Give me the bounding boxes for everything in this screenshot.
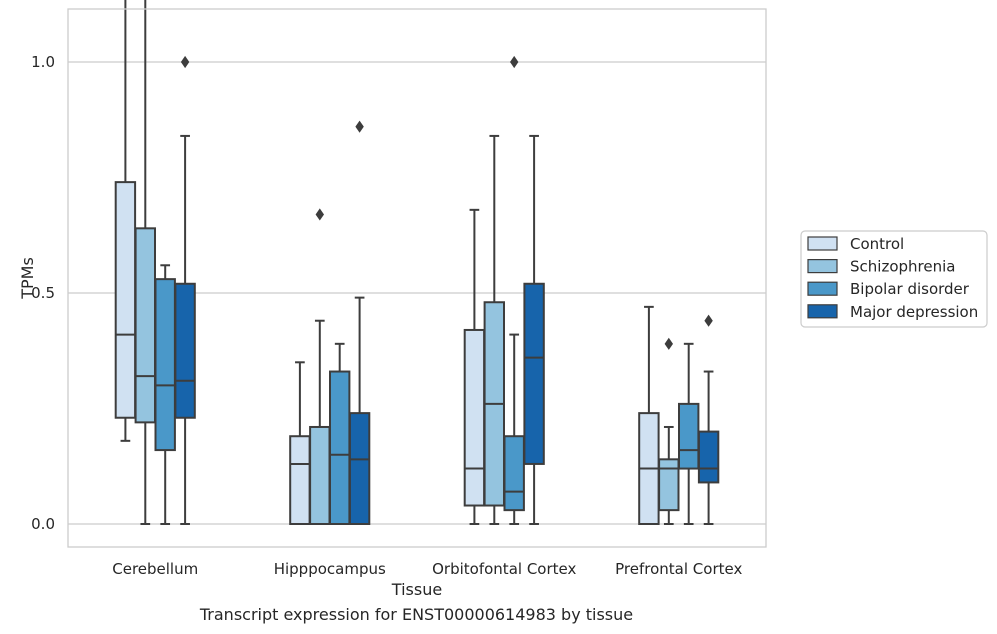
box-body [289, 435, 311, 525]
chart-caption: Transcript expression for ENST0000061498… [199, 605, 634, 624]
legend-swatch [807, 259, 838, 274]
plot-frame [67, 8, 767, 548]
legend-label: Major depression [850, 303, 978, 321]
outlier-point [704, 314, 713, 327]
legend-swatch [807, 304, 838, 319]
legend-item: Bipolar disorder [807, 280, 970, 298]
x-tick-label: Cerebellum [112, 560, 198, 578]
y-tick-label: 0.0 [31, 515, 55, 533]
box-body [463, 328, 486, 507]
y-axis-label: TPMs [18, 257, 37, 300]
box-1-2 [329, 342, 351, 526]
x-tick-label: Hipppocampus [274, 560, 386, 578]
x-tick-label: Prefrontal Cortex [615, 560, 742, 578]
legend-label: Control [850, 235, 904, 253]
box-1-3 [348, 120, 371, 525]
box-1-1 [309, 208, 331, 526]
box-3-3 [697, 314, 720, 525]
box-0-1 [134, 0, 157, 525]
box-body [658, 458, 680, 512]
box-2-2 [503, 55, 525, 525]
box-body [309, 425, 331, 526]
legend-label: Schizophrenia [850, 258, 955, 276]
y-tick-label: 0.5 [31, 284, 55, 302]
box-body [134, 227, 157, 424]
box-0-2 [154, 264, 176, 525]
x-tick-label: Orbitofontal Cortex [432, 560, 576, 578]
legend-item: Schizophrenia [807, 258, 955, 276]
y-tick-label: 1.0 [31, 53, 55, 71]
box-2-0 [463, 208, 486, 525]
box-body [348, 412, 371, 525]
legend-frame [800, 230, 988, 328]
plot-border [67, 8, 767, 548]
tick-labels: 0.00.51.01.52.0CerebellumHipppocampusOrb… [31, 53, 742, 578]
box-0-0 [114, 0, 137, 442]
box-body [523, 282, 545, 465]
box-body [154, 278, 176, 452]
box-body [678, 402, 700, 470]
box-body [174, 282, 196, 419]
outlier-point [180, 55, 190, 69]
legend-label: Bipolar disorder [850, 280, 970, 298]
x-axis-label: Tissue [391, 580, 442, 599]
legend-swatch [807, 281, 838, 296]
box-body [329, 370, 351, 526]
outlier-point [664, 337, 674, 350]
box-1-0 [289, 361, 311, 525]
box-groups [114, 0, 720, 526]
legend-item: Major depression [807, 303, 978, 321]
box-2-1 [483, 134, 506, 525]
legend-swatch [807, 236, 838, 251]
box-3-0 [638, 305, 660, 525]
box-body [503, 435, 525, 512]
box-2-3 [523, 134, 545, 525]
legend-item: Control [807, 235, 904, 253]
outlier-point [355, 120, 364, 133]
box-body [114, 181, 137, 419]
legend: Control Schizophrenia Bipolar disorder Majo… [800, 230, 988, 328]
box-0-3 [174, 55, 196, 525]
box-body [697, 430, 720, 484]
box-3-2 [678, 342, 700, 525]
box-3-1 [658, 337, 680, 525]
outlier-point [315, 208, 325, 221]
outlier-point [509, 55, 519, 69]
